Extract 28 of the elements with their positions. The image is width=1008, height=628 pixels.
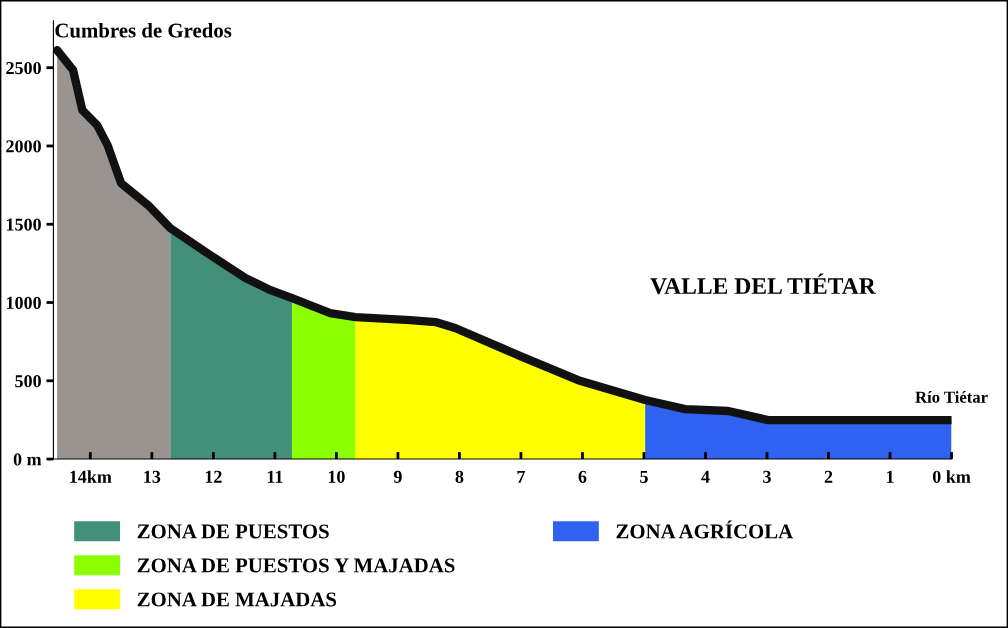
x-tick-label: 1: [886, 470, 894, 483]
legend-label: ZONA AGRÍCOLA: [616, 520, 794, 539]
x-tick-label: 0 km: [932, 470, 971, 483]
x-tick-label: 4: [701, 470, 710, 483]
x-tick-label: 14km: [70, 470, 112, 483]
legend-label: ZONA DE MAJADAS: [137, 592, 337, 607]
y-tick-label: 2500: [6, 61, 41, 75]
annotation: VALLE DEL TIÉTAR: [650, 273, 877, 295]
x-tick-label: 7: [517, 470, 526, 483]
legend-label: ZONA DE PUESTOS: [137, 524, 329, 539]
y-tick-label: 1500: [6, 218, 41, 231]
x-tick-label: 5: [640, 470, 648, 483]
y-tick-label: 1000: [6, 296, 41, 309]
x-tick-label: 2: [824, 470, 833, 483]
x-tick-label: 3: [763, 470, 771, 483]
y-tick-label: 2000: [6, 140, 41, 153]
x-tick-label: 6: [578, 470, 587, 483]
x-tick-label: 10: [328, 470, 345, 483]
annotation: Cumbres de Gredos: [55, 22, 232, 38]
y-tick-label: 0 m: [13, 453, 42, 466]
x-tick-label: 12: [205, 470, 222, 483]
x-tick-label: 8: [455, 470, 464, 483]
legend-label: ZONA DE PUESTOS Y MAJADAS: [137, 558, 455, 573]
x-tick-label: 9: [393, 470, 402, 483]
annotation: Río Tiétar: [915, 391, 988, 403]
x-tick-label: 11: [267, 470, 283, 483]
x-tick-label: 13: [144, 470, 161, 483]
y-tick-label: 500: [15, 375, 41, 388]
